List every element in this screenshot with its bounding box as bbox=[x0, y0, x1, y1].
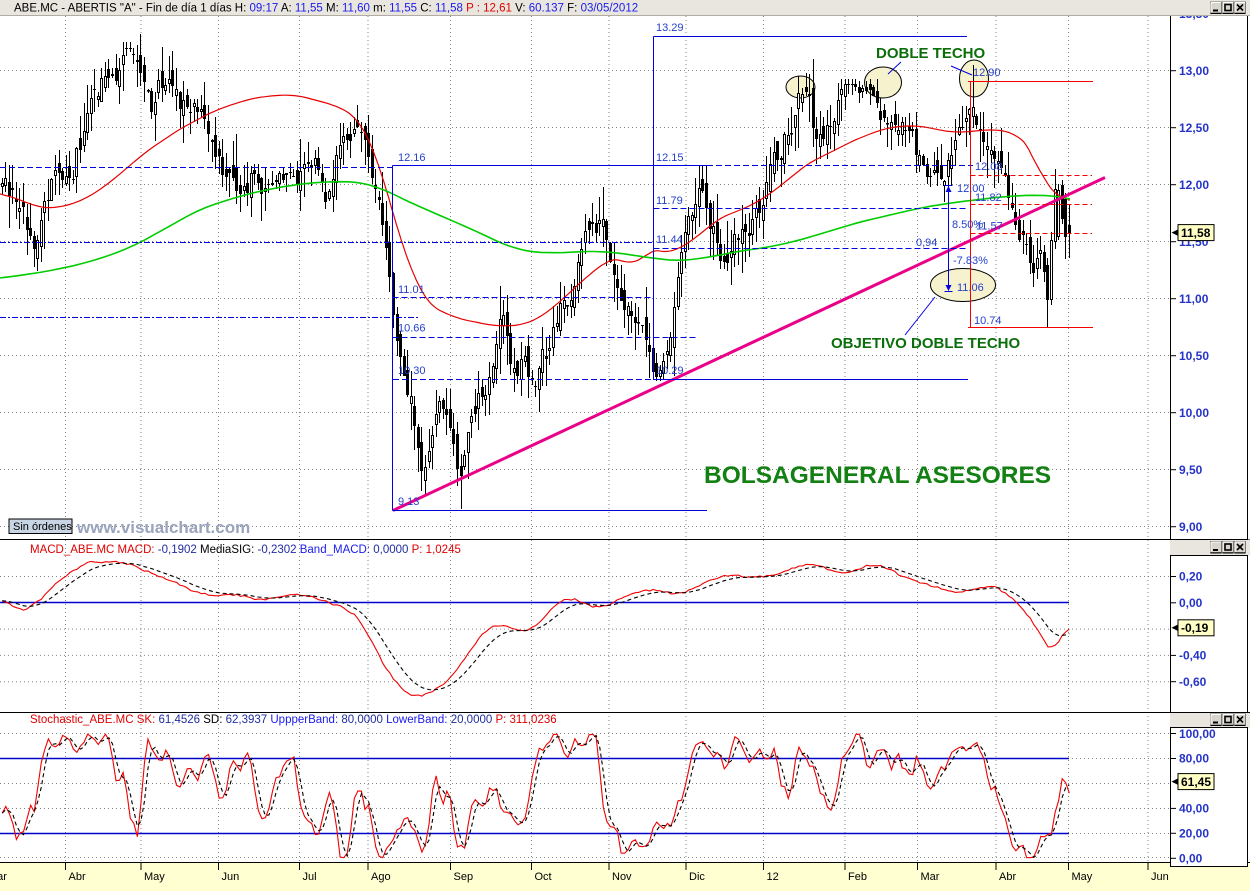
svg-text:10.66: 10.66 bbox=[398, 323, 426, 335]
svg-text:0,00: 0,00 bbox=[1179, 596, 1203, 610]
svg-text:-0,60: -0,60 bbox=[1179, 675, 1207, 689]
svg-text:Sep: Sep bbox=[454, 871, 474, 883]
svg-text:11.44: 11.44 bbox=[656, 234, 683, 246]
svg-text:12,50: 12,50 bbox=[1179, 121, 1209, 135]
svg-text:13.29: 13.29 bbox=[656, 22, 684, 34]
svg-text:12.00: 12.00 bbox=[957, 183, 985, 195]
svg-text:OBJETIVO DOBLE TECHO: OBJETIVO DOBLE TECHO bbox=[831, 335, 1021, 352]
svg-text:DOBLE TECHO: DOBLE TECHO bbox=[876, 45, 986, 62]
svg-text:MACD_ABE.MC MACD: -0,1902 Me: MACD_ABE.MC MACD: -0,1902 MediaSIG: -0,2… bbox=[30, 544, 461, 556]
svg-text:11,00: 11,00 bbox=[1179, 292, 1209, 306]
svg-text:100,00: 100,00 bbox=[1179, 727, 1216, 741]
svg-text:www.visualchart.com: www.visualchart.com bbox=[76, 518, 250, 537]
svg-text:Mar: Mar bbox=[0, 871, 7, 883]
svg-text:BOLSAGENERAL ASESORES: BOLSAGENERAL ASESORES bbox=[704, 462, 1051, 489]
svg-text:11.01: 11.01 bbox=[398, 284, 425, 296]
svg-text:Sin órdenes: Sin órdenes bbox=[13, 521, 72, 533]
svg-text:Feb: Feb bbox=[848, 871, 867, 883]
svg-text:11.82: 11.82 bbox=[975, 192, 1002, 204]
svg-text:May: May bbox=[1072, 871, 1093, 883]
svg-text:10.74: 10.74 bbox=[974, 315, 1002, 327]
svg-text:10.30: 10.30 bbox=[398, 365, 426, 377]
svg-text:12,00: 12,00 bbox=[1179, 178, 1209, 192]
svg-text:10.29: 10.29 bbox=[656, 365, 684, 377]
svg-text:13,00: 13,00 bbox=[1179, 64, 1209, 78]
svg-text:13,50: 13,50 bbox=[1179, 7, 1209, 21]
svg-text:Dic: Dic bbox=[689, 871, 705, 883]
svg-text:11.79: 11.79 bbox=[656, 195, 683, 207]
svg-text:Jun: Jun bbox=[222, 871, 240, 883]
svg-text:10,00: 10,00 bbox=[1179, 406, 1209, 420]
svg-text:12.08: 12.08 bbox=[975, 161, 1003, 173]
svg-text:8.50%: 8.50% bbox=[952, 219, 983, 231]
svg-text:Jun: Jun bbox=[1151, 871, 1169, 883]
svg-text:11.06: 11.06 bbox=[957, 282, 984, 294]
svg-text:9,50: 9,50 bbox=[1179, 463, 1203, 477]
svg-text:12.15: 12.15 bbox=[656, 152, 684, 164]
svg-text:Ago: Ago bbox=[371, 871, 391, 883]
svg-text:Abr: Abr bbox=[69, 871, 86, 883]
svg-text:May: May bbox=[144, 871, 165, 883]
svg-text:Stochastic_ABE.MC SK: 61,4526: Stochastic_ABE.MC SK: 61,4526 SD: 62,393… bbox=[30, 714, 557, 726]
svg-text:80,00: 80,00 bbox=[1179, 752, 1209, 766]
svg-text:Nov: Nov bbox=[612, 871, 632, 883]
svg-text:0,20: 0,20 bbox=[1179, 570, 1203, 584]
svg-text:-7.83%: -7.83% bbox=[953, 255, 988, 267]
svg-text:40,00: 40,00 bbox=[1179, 802, 1209, 816]
svg-text:12.90: 12.90 bbox=[973, 67, 1001, 79]
svg-text:9.13: 9.13 bbox=[398, 496, 419, 508]
svg-text:12.16: 12.16 bbox=[398, 152, 426, 164]
svg-text:9,00: 9,00 bbox=[1179, 520, 1203, 534]
svg-text:ABE.MC - ABERTIS "A" - Fin de: ABE.MC - ABERTIS "A" - Fin de día 1 días… bbox=[14, 3, 638, 15]
svg-text:Oct: Oct bbox=[535, 871, 552, 883]
svg-text:Jul: Jul bbox=[303, 871, 317, 883]
svg-text:0,94: 0,94 bbox=[916, 237, 937, 249]
svg-text:Mar: Mar bbox=[921, 871, 940, 883]
svg-text:-0,19: -0,19 bbox=[1181, 621, 1209, 635]
svg-text:20,00: 20,00 bbox=[1179, 827, 1209, 841]
svg-text:-0,40: -0,40 bbox=[1179, 649, 1207, 663]
svg-text:10,50: 10,50 bbox=[1179, 349, 1209, 363]
svg-text:11.57: 11.57 bbox=[976, 221, 1003, 233]
svg-text:0,00: 0,00 bbox=[1179, 852, 1203, 866]
svg-text:61,45: 61,45 bbox=[1181, 775, 1211, 789]
svg-text:12: 12 bbox=[767, 871, 779, 883]
svg-text:11,58: 11,58 bbox=[1181, 226, 1211, 240]
svg-text:Abr: Abr bbox=[999, 871, 1016, 883]
